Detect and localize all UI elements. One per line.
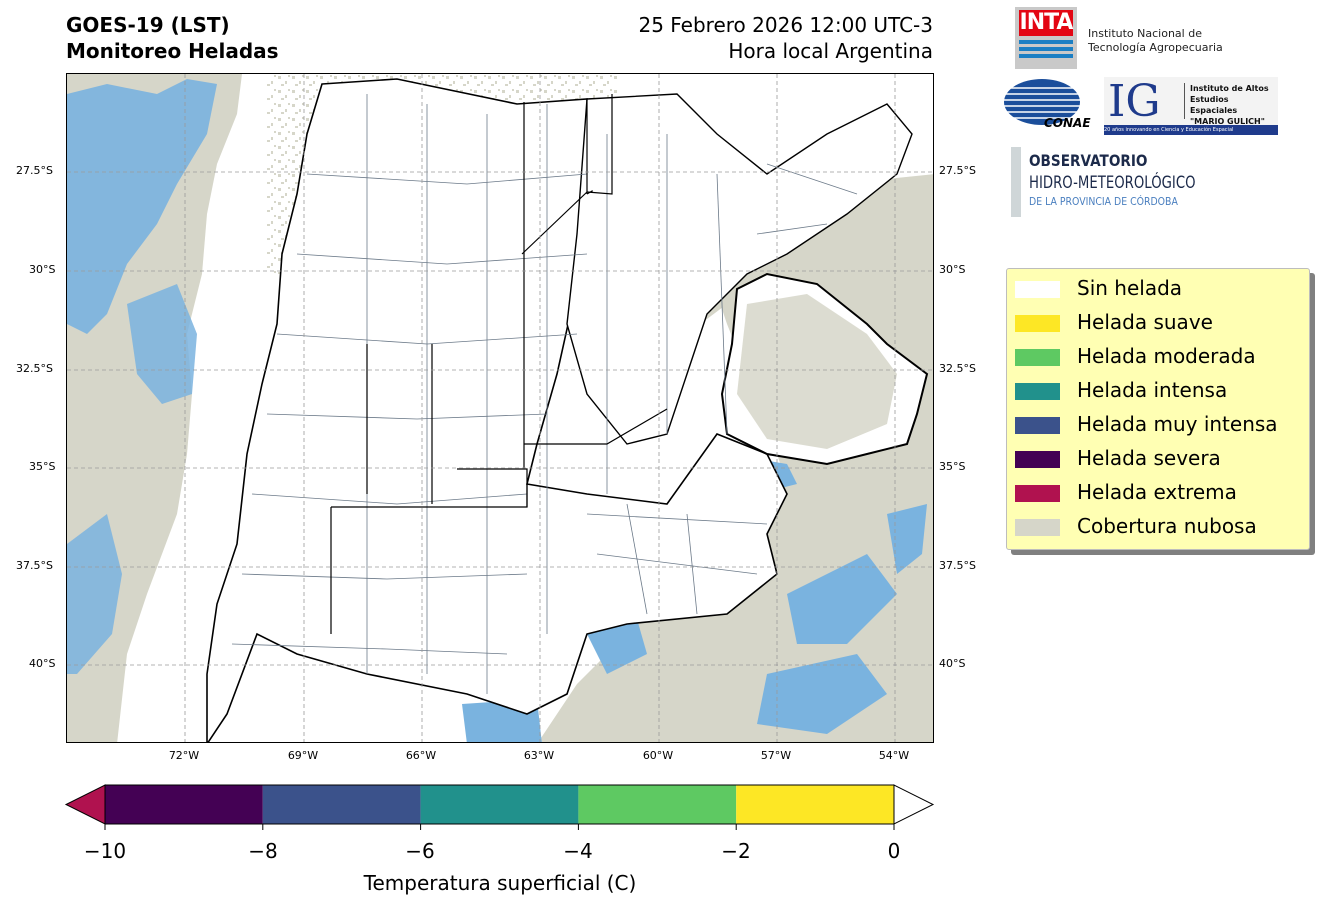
colorbar-tick-label: −2 — [721, 839, 751, 863]
legend-label: Helada severa — [1077, 446, 1221, 470]
lat-label-left: 27.5°S — [16, 164, 53, 177]
lon-label: 66°W — [405, 749, 437, 762]
colorbar-tick-label: −8 — [248, 839, 278, 863]
lat-label-right: 40°S — [939, 657, 966, 670]
legend-label: Sin helada — [1077, 276, 1183, 300]
province-lines — [330, 94, 668, 634]
department-lines — [231, 94, 858, 694]
legend-swatch — [1015, 417, 1060, 434]
lat-label-left: 32.5°S — [16, 362, 53, 375]
date-block: 25 Febrero 2026 12:00 UTC-3 Hora local A… — [638, 12, 933, 64]
inta-stripe — [1019, 47, 1073, 51]
water-blue-east-2 — [787, 554, 897, 644]
colorbar-over-arrow — [893, 784, 935, 825]
title-block: GOES-19 (LST) Monitoreo Heladas — [66, 12, 279, 64]
legend-label: Helada suave — [1077, 310, 1213, 334]
water-blue-west-3 — [67, 514, 122, 674]
legend-label: Helada intensa — [1077, 378, 1228, 402]
legend-swatch — [1015, 519, 1060, 536]
observatorio-line3: DE LA PROVINCIA DE CÓRDOBA — [1029, 195, 1178, 208]
lat-label-right: 27.5°S — [939, 164, 976, 177]
conae-globe-icon — [1004, 79, 1080, 125]
title-satellite: GOES-19 (LST) — [66, 13, 230, 37]
lat-label-left: 30°S — [29, 263, 56, 276]
observatorio-line2: HIDRO-METEOROLÓGICO — [1029, 173, 1196, 193]
observatorio-bar — [1011, 147, 1021, 217]
colorbar-tick-label: −4 — [563, 839, 593, 863]
inta-logo-frame: INTA — [1015, 7, 1077, 69]
legend-swatch — [1015, 349, 1060, 366]
colorbar-segment — [578, 785, 737, 824]
legend-swatch — [1015, 451, 1060, 468]
lat-label-right: 37.5°S — [939, 559, 976, 572]
date-time: 25 Febrero 2026 12:00 UTC-3 — [638, 13, 933, 37]
legend-label: Cobertura nubosa — [1077, 514, 1257, 538]
legend-swatch — [1015, 383, 1060, 400]
lat-label-left: 35°S — [29, 460, 56, 473]
water-blue-west — [67, 79, 217, 334]
lon-label: 54°W — [878, 749, 910, 762]
map-canvas — [67, 74, 933, 742]
lat-label-left: 40°S — [29, 657, 56, 670]
legend-swatch — [1015, 315, 1060, 332]
ig-text-line: Instituto de Altos — [1190, 84, 1269, 93]
legend: Sin helada Helada suave Helada moderada … — [1006, 268, 1310, 550]
inta-logo: INTA Instituto Nacional de Tecnología Ag… — [1015, 7, 1315, 69]
lon-label: 72°W — [168, 749, 200, 762]
lon-label: 60°W — [642, 749, 674, 762]
colorbar-under-arrow — [64, 784, 106, 825]
lat-label-right: 30°S — [939, 263, 966, 276]
legend-label: Helada muy intensa — [1077, 412, 1278, 436]
water-blue-east-4 — [587, 619, 647, 674]
inta-name-line: Instituto Nacional de — [1088, 27, 1202, 40]
ig-logo: IG Instituto de Altos Estudios Espaciale… — [1104, 77, 1278, 135]
ig-text-line: Estudios Espaciales — [1190, 95, 1238, 115]
legend-swatch — [1015, 281, 1060, 298]
lon-label: 63°W — [523, 749, 555, 762]
colorbar-segment — [262, 785, 421, 824]
lat-label-right: 35°S — [939, 460, 966, 473]
observatorio-logo: OBSERVATORIO HIDRO-METEOROLÓGICO DE LA P… — [1011, 147, 1251, 217]
colorbar — [64, 784, 935, 830]
conae-logo: CONAE — [1004, 78, 1094, 136]
water-blue-east-1 — [887, 504, 927, 574]
ig-tagline: 20 años innovando en Ciencia y Educación… — [1104, 125, 1278, 135]
colorbar-segment — [736, 785, 894, 824]
ig-mark: IG — [1108, 76, 1161, 127]
inta-stripe — [1019, 40, 1073, 44]
colorbar-segment — [105, 785, 263, 824]
inta-stripe — [1019, 54, 1073, 58]
argentina-land — [206, 78, 788, 742]
inta-name: Instituto Nacional de Tecnología Agropec… — [1088, 27, 1223, 55]
lat-label-left: 37.5°S — [16, 559, 53, 572]
inta-name-line: Tecnología Agropecuaria — [1088, 41, 1223, 54]
ig-divider — [1184, 83, 1185, 119]
local-time-note: Hora local Argentina — [728, 39, 933, 63]
legend-label: Helada extrema — [1077, 480, 1237, 504]
water-blue-west-2 — [127, 284, 197, 404]
observatorio-line1: OBSERVATORIO — [1029, 151, 1148, 170]
lat-label-right: 32.5°S — [939, 362, 976, 375]
graticule — [67, 74, 933, 742]
colorbar-label: Temperatura superficial (C) — [363, 871, 637, 895]
legend-label: Helada moderada — [1077, 344, 1256, 368]
mesopotamia-land — [566, 93, 913, 445]
lon-label: 57°W — [760, 749, 792, 762]
inta-mark: INTA — [1019, 10, 1073, 36]
legend-swatch — [1015, 485, 1060, 502]
conae-mark: CONAE — [1044, 116, 1091, 130]
lon-label: 69°W — [287, 749, 319, 762]
colorbar-tick-label: −10 — [83, 839, 127, 863]
map-frame — [66, 73, 934, 743]
colorbar-tick-label: −6 — [405, 839, 435, 863]
water-blue-east-3 — [757, 654, 887, 734]
ig-text-line: "MARIO GULICH" — [1190, 117, 1265, 126]
title-product: Monitoreo Heladas — [66, 39, 279, 63]
ig-text: Instituto de Altos Estudios Espaciales "… — [1190, 83, 1278, 127]
colorbar-segment — [420, 785, 579, 824]
colorbar-frame — [104, 784, 895, 825]
colorbar-tick-label: 0 — [887, 839, 901, 863]
